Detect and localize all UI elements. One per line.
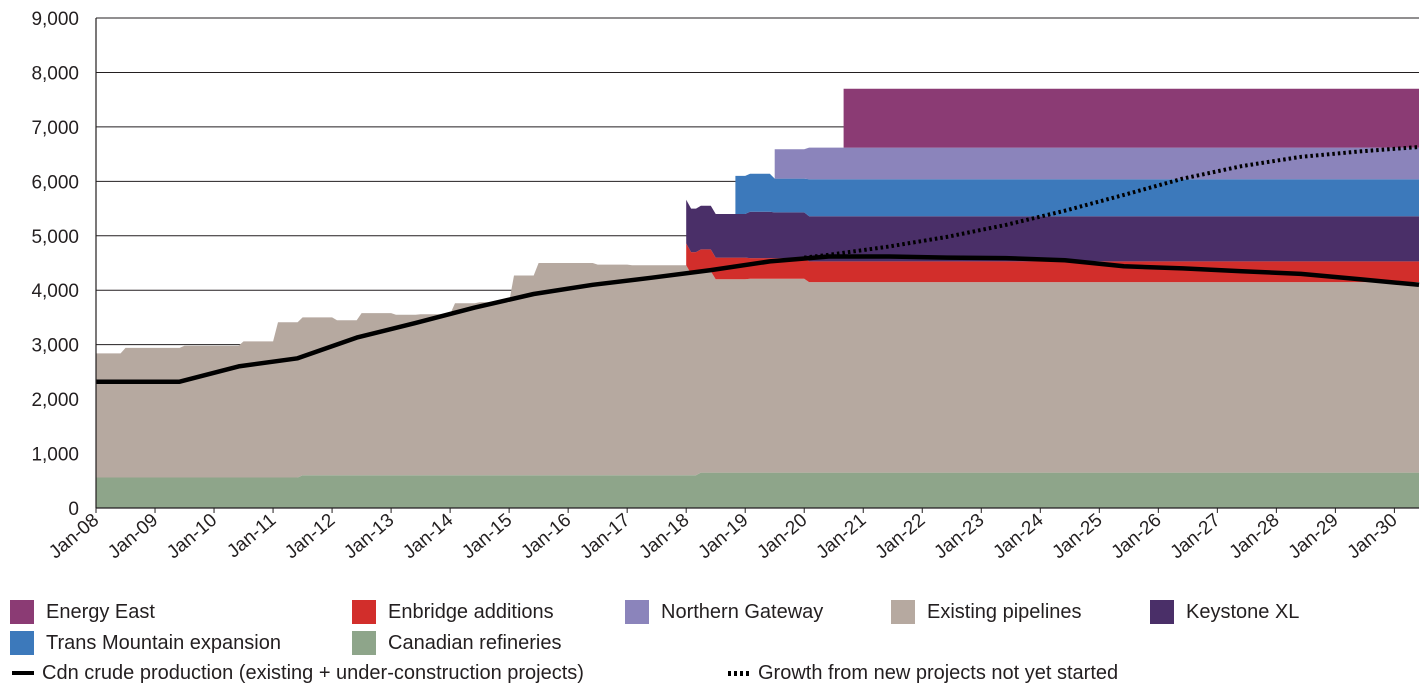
legend-label-energy-east: Energy East	[46, 600, 155, 623]
legend-swatch-northern-gateway	[625, 600, 649, 624]
x-tick-label: Jan-21	[812, 510, 870, 563]
y-tick-label: 8,000	[31, 63, 79, 84]
x-tick-label: Jan-18	[635, 510, 693, 563]
y-tick-label: 7,000	[31, 118, 79, 139]
x-tick-label: Jan-27	[1167, 510, 1225, 563]
area-keystone	[686, 199, 1419, 262]
x-tick-label: Jan-30	[1344, 510, 1402, 563]
x-tick-label: Jan-17	[576, 510, 634, 563]
y-tick-label: 0	[68, 499, 79, 520]
legend-label-refineries: Canadian refineries	[388, 631, 562, 654]
area-northern-gateway	[774, 147, 1419, 180]
x-tick-label: Jan-15	[458, 510, 516, 563]
y-tick-label: 5,000	[31, 227, 79, 248]
y-tick-label: 3,000	[31, 336, 79, 357]
x-tick-label: Jan-29	[1285, 510, 1343, 563]
stacked-areas	[96, 88, 1419, 508]
x-tick-label: Jan-09	[104, 510, 162, 563]
y-tick-label: 9,000	[31, 9, 79, 30]
x-tick-label: Jan-25	[1049, 510, 1107, 563]
legend-label-growth: Growth from new projects not yet started	[758, 661, 1119, 684]
legend-swatch-trans-mountain	[10, 631, 34, 655]
y-tick-label: 1,000	[31, 445, 79, 466]
legend-item-enbridge: Enbridge additions	[352, 599, 554, 625]
area-trans-mountain	[735, 173, 1419, 217]
legend-label-enbridge: Enbridge additions	[388, 600, 554, 623]
legend-swatch-refineries	[352, 631, 376, 655]
legend-item-keystone: Keystone XL	[1150, 599, 1299, 625]
legend-item-trans-mountain: Trans Mountain expansion	[10, 630, 281, 656]
production-lines	[96, 145, 1420, 384]
legend-item-growth: Growth from new projects not yet started	[728, 660, 1118, 686]
x-tick-label: Jan-10	[163, 510, 221, 563]
x-tick-label: Jan-26	[1108, 510, 1166, 563]
line-production	[96, 254, 1420, 384]
x-tick-label: Jan-14	[399, 509, 457, 563]
legend-swatch-growth-line	[728, 670, 750, 676]
legend-label-keystone: Keystone XL	[1186, 600, 1300, 623]
legend-swatch-keystone	[1150, 600, 1174, 624]
legend-label-production: Cdn crude production (existing + under-c…	[42, 661, 584, 684]
line-growth	[803, 145, 1420, 260]
legend-item-energy-east: Energy East	[10, 599, 155, 625]
x-tick-label: Jan-11	[223, 510, 280, 563]
x-tick-label: Jan-24	[989, 509, 1047, 563]
legend-label-trans-mountain: Trans Mountain expansion	[46, 631, 281, 654]
area-refineries	[96, 472, 1419, 508]
legend-item-existing: Existing pipelines	[891, 599, 1082, 625]
legend-swatch-existing	[891, 600, 915, 624]
legend-label-northern-gateway: Northern Gateway	[661, 600, 824, 623]
legend-item-production: Cdn crude production (existing + under-c…	[12, 660, 584, 686]
legend-swatch-energy-east	[10, 600, 34, 624]
x-tick-label: Jan-16	[517, 510, 575, 563]
chart-svg: 0 1,000 2,000 3,000 4,000 5,000 6,000 7,000 8,00…	[31, 9, 1420, 563]
y-tick-label: 2,000	[31, 390, 79, 411]
x-tick-label: Jan-12	[281, 510, 339, 563]
legend-label-existing: Existing pipelines	[927, 600, 1082, 623]
x-tick-label: Jan-22	[871, 510, 929, 563]
x-tick-label: Jan-13	[340, 510, 398, 563]
area-energy-east	[843, 88, 1419, 148]
y-tick-label: 6,000	[31, 172, 79, 193]
legend-swatch-production-line	[12, 671, 34, 675]
x-tick-label: Jan-19	[694, 510, 752, 563]
legend-item-northern-gateway: Northern Gateway	[625, 599, 823, 625]
legend-swatch-enbridge	[352, 600, 376, 624]
area-existing	[96, 263, 1419, 478]
legend-item-refineries: Canadian refineries	[352, 630, 561, 656]
x-tick-label: Jan-20	[753, 510, 811, 563]
x-tick-label: Jan-28	[1226, 510, 1284, 563]
y-tick-label: 4,000	[31, 281, 79, 302]
x-tick-label: Jan-23	[930, 510, 988, 563]
